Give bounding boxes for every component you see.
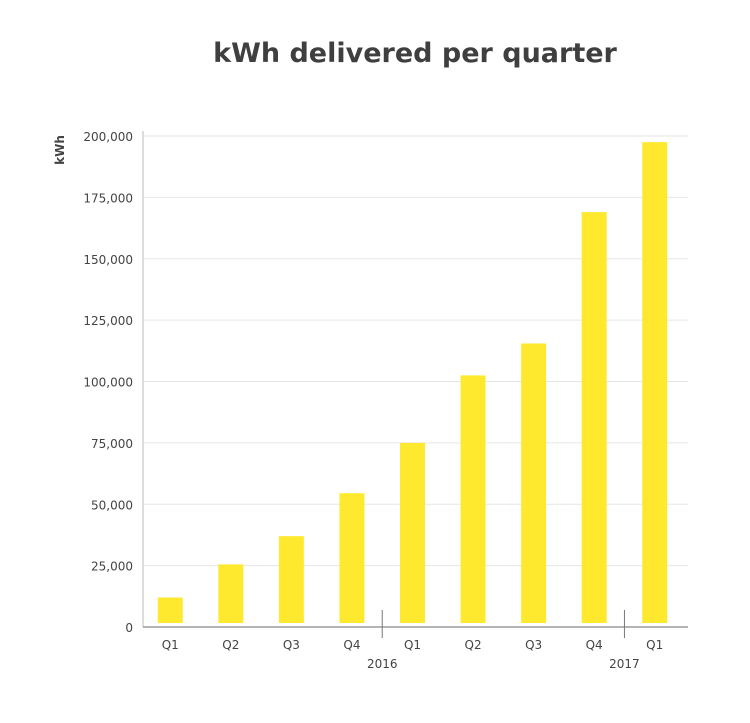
y-tick-label: 150,000 (83, 253, 133, 267)
y-tick-label: 100,000 (83, 376, 133, 390)
x-tick-label: Q2 (222, 638, 239, 652)
bar (642, 142, 668, 623)
bar (339, 493, 365, 623)
bar (521, 343, 547, 623)
x-tick-label: Q3 (525, 638, 542, 652)
y-tick-label: 200,000 (83, 130, 133, 144)
group-label: 2017 (609, 657, 640, 671)
bar (460, 375, 486, 623)
group-label: 2016 (367, 657, 398, 671)
y-tick-label: 125,000 (83, 314, 133, 328)
x-tick-label: Q3 (283, 638, 300, 652)
y-tick-label: 75,000 (91, 437, 133, 451)
bar (278, 536, 304, 623)
x-tick-label: Q2 (465, 638, 482, 652)
bar (157, 597, 183, 623)
y-tick-label: 50,000 (91, 498, 133, 512)
y-tick-label: 175,000 (83, 191, 133, 205)
y-tick-label: 0 (125, 621, 133, 635)
bar (400, 442, 425, 623)
x-tick-label: Q1 (404, 638, 421, 652)
chart-title: kWh delivered per quarter (213, 38, 617, 69)
bar (218, 564, 244, 623)
x-tick-label: Q1 (162, 638, 179, 652)
x-tick-label: Q4 (343, 638, 360, 652)
x-tick-label: Q1 (646, 638, 663, 652)
bar (581, 212, 607, 624)
y-tick-label: 25,000 (91, 560, 133, 574)
x-tick-label: Q4 (586, 638, 603, 652)
y-axis-label: kWh (53, 135, 67, 165)
